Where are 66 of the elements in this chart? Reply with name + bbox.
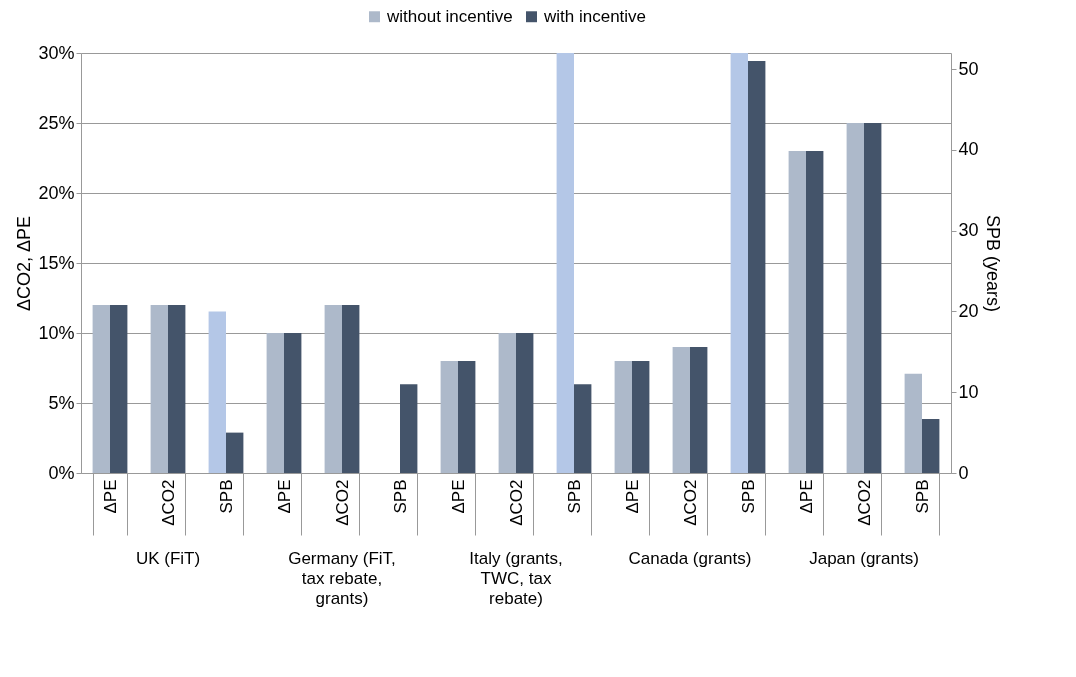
y2-tick-label: 10 — [958, 381, 979, 402]
y2-tick-label: 20 — [958, 300, 979, 321]
y-tick-label: 30% — [38, 42, 75, 63]
x-tick-label: ΔPE — [796, 479, 816, 514]
bar — [266, 333, 284, 473]
bar — [672, 347, 690, 473]
bar — [904, 373, 922, 473]
y2-tick-label: 30 — [958, 220, 979, 241]
bar — [498, 333, 516, 473]
x-tick-label: ΔCO2 — [158, 479, 178, 526]
bar — [440, 361, 458, 473]
bar — [614, 361, 632, 473]
bar — [516, 333, 534, 473]
bar — [342, 305, 360, 473]
x-tick-label: SPB — [564, 479, 584, 514]
y-tick-label: 20% — [38, 182, 75, 203]
x-tick-label: ΔPE — [448, 479, 468, 514]
bar — [324, 305, 342, 473]
bar — [690, 347, 708, 473]
y-tick-label: 25% — [38, 112, 75, 133]
bar — [400, 384, 418, 473]
x-tick-label: ΔCO2 — [680, 479, 700, 526]
x-tick-label: ΔCO2 — [506, 479, 526, 526]
text: Germany (FiT, tax rebate, grants) — [288, 549, 396, 608]
bar — [284, 333, 302, 473]
y2-axis-title: SPB (years) — [982, 214, 1003, 313]
bar — [748, 61, 766, 473]
text: Canada (grants) — [628, 549, 752, 568]
bar — [864, 123, 882, 473]
y-tick-label: 10% — [38, 322, 75, 343]
bar — [92, 305, 110, 473]
bar — [556, 53, 574, 473]
y2-tick-label: 50 — [958, 58, 979, 79]
text: Italy (grants, TWC, tax rebate) — [469, 549, 563, 608]
y-tick-label: 0% — [48, 462, 75, 483]
bar — [574, 384, 592, 473]
bar — [226, 432, 244, 473]
y-tick-label: 5% — [48, 392, 75, 413]
y2-tick-label: 0 — [958, 462, 969, 483]
y-tick-label: 15% — [38, 252, 75, 273]
bar — [208, 311, 226, 473]
bar — [922, 418, 940, 473]
x-tick-label: SPB — [738, 479, 758, 514]
x-tick-label: ΔCO2 — [854, 479, 874, 526]
legend-label: with incentive — [543, 6, 647, 26]
bar — [168, 305, 186, 473]
text: Japan (grants) — [809, 549, 919, 568]
x-tick-label: SPB — [216, 479, 236, 514]
x-tick-label: ΔPE — [100, 479, 120, 514]
x-tick-label: SPB — [390, 479, 410, 514]
bar — [846, 123, 864, 473]
x-tick-label: ΔPE — [274, 479, 294, 514]
bar — [730, 53, 748, 473]
text: UK (FiT) — [135, 549, 201, 568]
x-tick-label: ΔPE — [622, 479, 642, 514]
bar — [806, 151, 824, 473]
bar — [458, 361, 476, 473]
y-axis-title: ΔCO2, ΔPE — [14, 215, 35, 312]
bar — [150, 305, 168, 473]
x-tick-label: SPB — [912, 479, 932, 514]
legend-label: without incentive — [386, 6, 513, 26]
x-tick-label: ΔCO2 — [332, 479, 352, 526]
bar — [788, 151, 806, 473]
bar — [632, 361, 650, 473]
bar — [110, 305, 128, 473]
y2-tick-label: 40 — [958, 139, 979, 160]
